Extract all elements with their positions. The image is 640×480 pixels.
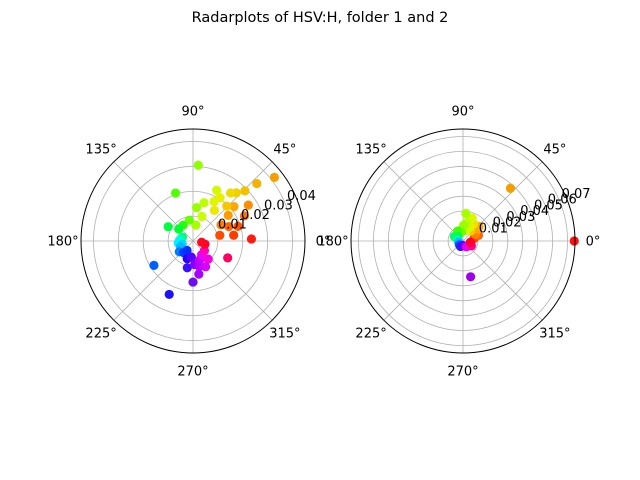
r-tick-label: 0.03 [506,210,535,225]
data-point [191,220,201,230]
r-tick-label: 0.03 [264,198,293,213]
data-point [269,172,279,183]
data-point [243,200,253,210]
r-tick-label: 0.01 [218,218,247,233]
theta-tick-label: 45° [543,143,566,158]
data-point [461,208,471,219]
data-point [505,183,516,193]
r-tick-label: 0.06 [548,193,577,208]
data-point [149,260,159,270]
theta-gridline [462,240,543,321]
data-point [188,277,198,287]
data-point [222,201,232,211]
theta-tick-label: 270° [177,365,208,380]
theta-tick-label: 225° [355,326,386,341]
theta-tick-label: 135° [355,143,386,158]
data-point [239,211,250,221]
data-point [182,263,192,273]
theta-tick-label: 135° [85,143,116,158]
data-point [184,215,194,225]
data-point [229,230,239,240]
polar-frame [350,128,576,354]
theta-gridline [383,240,464,321]
data-point [199,198,209,208]
data-point [194,269,204,279]
data-point [163,222,173,232]
data-point [246,234,257,244]
data-point [233,221,243,231]
data-point [252,178,262,189]
data-point [225,188,236,198]
theta-tick-label: 0° [586,235,601,250]
data-point [229,202,239,212]
theta-tick-label: 315° [539,326,570,341]
polar-plot-2: 0° 45° 90° 135° 180° 225° 270° 315° 0.010.020.03… [317,105,600,380]
theta-gridline [192,161,273,242]
theta-gridline [383,161,464,242]
theta-tick-label: 90° [451,105,474,120]
data-point [224,221,234,232]
data-point [197,211,207,222]
r-tick-label: 0.04 [520,204,549,219]
data-point [197,237,207,247]
data-point [240,186,250,196]
data-point [569,236,579,246]
theta-tick-label: 315° [269,326,300,341]
r-tick-label: 0.07 [562,187,591,202]
r-tick-label: 0.01 [479,221,508,236]
figure-title: Radarplots of HSV:H, folder 1 and 2 [192,10,449,26]
data-point [193,160,203,170]
polar-plot-1: 0° 45° 90° 135° 180° 225° 270° 315° 0.010.020.03… [47,105,330,380]
data-point [212,185,222,195]
theta-tick-label: 225° [85,326,116,341]
data-point [209,196,219,207]
data-point [182,245,192,256]
data-point [174,224,184,234]
data-point [216,220,226,230]
theta-tick-label: 180° [47,235,78,250]
r-tick-label: 0.02 [493,216,522,231]
polar-frame [80,128,306,354]
r-tick-label: 0.02 [241,208,270,223]
data-point [203,254,213,264]
data-point [209,205,220,216]
data-point [164,289,174,300]
r-tick-label: 0.05 [534,198,563,213]
theta-tick-label: 0° [316,235,331,250]
data-point [466,272,476,282]
theta-tick-label: 45° [273,143,296,158]
data-point [200,262,211,272]
theta-tick-label: 90° [181,105,204,120]
data-point [186,252,196,262]
data-point [223,210,233,220]
data-point [465,237,475,247]
r-tick-label: 0.04 [287,189,316,204]
theta-tick-label: 270° [447,365,478,380]
data-point [215,230,225,240]
data-point [170,188,181,198]
theta-tick-label: 180° [317,235,348,250]
data-point [223,253,233,263]
data-point [191,202,202,213]
